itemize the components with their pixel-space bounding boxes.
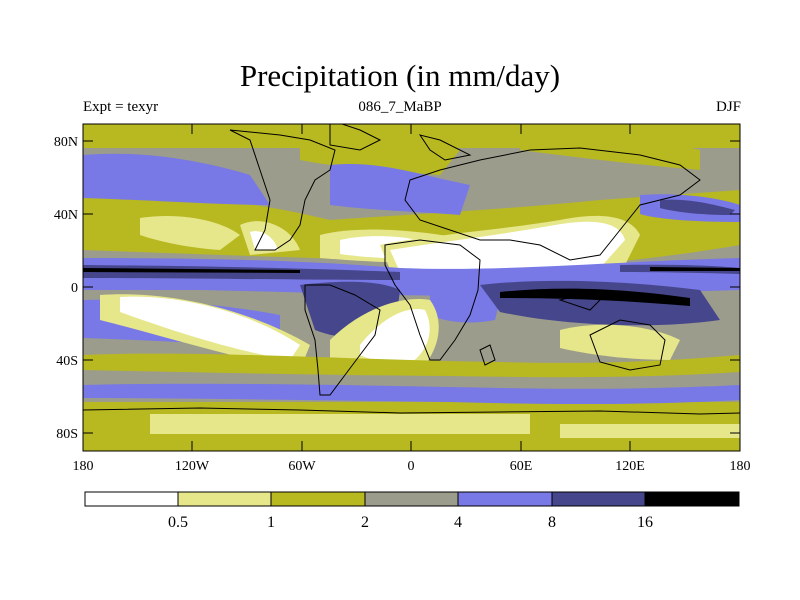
south-atlantic-dry (360, 309, 430, 363)
run-label: 086_7_MaBP (358, 99, 442, 115)
pacific-storm-track (83, 153, 270, 205)
precipitation-field (83, 124, 740, 451)
lon-tick-label: 120E (615, 459, 645, 474)
season-label: DJF (715, 99, 741, 115)
colorbar-label: 2 (361, 514, 369, 531)
lat-tick-label: 0 (71, 281, 78, 296)
coastlines (83, 124, 740, 415)
colorbar-segment (457, 491, 553, 507)
colorbar-segment (364, 491, 459, 507)
colorbar-segment (270, 491, 366, 507)
colorbar-label: 1 (267, 514, 275, 531)
colorbar-label: 8 (548, 514, 556, 531)
coast-africa (384, 239, 481, 361)
lon-tick-label: 60W (288, 459, 316, 474)
lon-tick-label: 60E (510, 459, 533, 474)
coast-north-america (229, 129, 336, 251)
lat-tick-label: 40S (56, 354, 78, 369)
itcz-max-pacific (83, 268, 300, 273)
plot-title: Precipitation (in mm/day) (239, 58, 561, 93)
colorbar-segment (177, 491, 272, 507)
axis-ticks (83, 124, 740, 451)
lon-tick-label: 0 (408, 459, 415, 474)
south-pacific-dry (120, 296, 300, 360)
lon-tick-label: 180 (73, 459, 94, 474)
experiment-label: Expt = texyr (83, 99, 159, 115)
southern-storm-track (83, 383, 740, 405)
colorbar: 0.5 1 2 4 8 16 (84, 491, 740, 531)
coast-eurasia (404, 147, 701, 261)
colorbar-segment (644, 491, 740, 507)
dry-north-africa-asia (390, 221, 625, 272)
coast-australia (589, 319, 666, 371)
lat-tick-label: 80S (56, 427, 78, 442)
lat-tick-label: 40N (54, 208, 78, 223)
antarctic-light-band (150, 414, 530, 434)
lon-tick-label: 120W (175, 459, 210, 474)
colorbar-label: 16 (637, 514, 653, 531)
colorbar-label: 4 (454, 514, 462, 531)
lat-tick-label: 80N (54, 135, 78, 150)
coast-south-america (304, 284, 381, 396)
lon-tick-label: 180 (730, 459, 751, 474)
colorbar-segment (551, 491, 646, 507)
colorbar-segment (84, 491, 179, 507)
colorbar-label: 0.5 (168, 514, 188, 531)
atlantic-storm-track (330, 164, 470, 215)
